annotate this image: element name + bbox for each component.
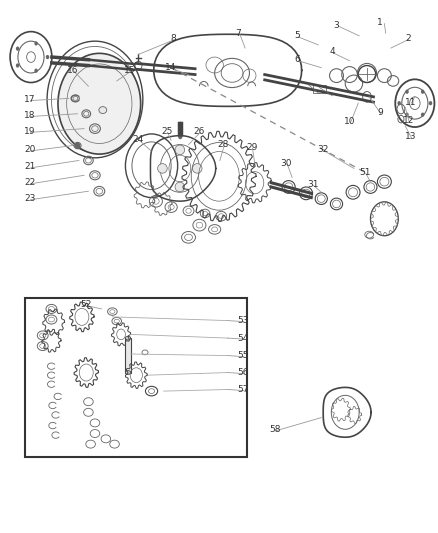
Circle shape	[397, 101, 401, 106]
Circle shape	[405, 90, 409, 94]
Ellipse shape	[125, 336, 131, 340]
Bar	[313, 85, 325, 93]
Text: 2: 2	[406, 34, 411, 43]
Text: 10: 10	[344, 117, 355, 126]
Text: 1: 1	[377, 18, 383, 27]
Text: 25: 25	[161, 127, 173, 136]
Text: 17: 17	[24, 95, 35, 104]
Circle shape	[16, 46, 19, 51]
Circle shape	[58, 53, 141, 154]
Text: 11: 11	[405, 98, 416, 107]
Text: 56: 56	[237, 368, 249, 377]
Text: 31: 31	[307, 180, 318, 189]
Text: 12: 12	[403, 116, 414, 125]
Text: 53: 53	[237, 316, 249, 325]
Ellipse shape	[125, 370, 131, 374]
Text: 19: 19	[24, 127, 35, 136]
Circle shape	[178, 134, 183, 139]
Text: 28: 28	[218, 140, 229, 149]
Bar	[125, 338, 131, 373]
Text: 22: 22	[24, 178, 35, 187]
Text: 13: 13	[405, 132, 416, 141]
Text: 57: 57	[237, 385, 249, 394]
Text: 32: 32	[318, 146, 329, 155]
Ellipse shape	[99, 107, 107, 114]
Circle shape	[405, 112, 409, 117]
Text: 26: 26	[194, 127, 205, 136]
Text: 6: 6	[294, 55, 300, 64]
Text: 18: 18	[24, 111, 35, 120]
Text: 21: 21	[24, 163, 35, 171]
Text: 51: 51	[359, 167, 371, 176]
Ellipse shape	[158, 164, 167, 173]
Text: 58: 58	[269, 425, 280, 434]
Text: 55: 55	[237, 351, 249, 360]
Circle shape	[75, 142, 80, 149]
Circle shape	[16, 63, 19, 68]
Circle shape	[34, 69, 38, 73]
Text: 54: 54	[237, 334, 249, 343]
Bar	[25, 298, 247, 457]
Text: 23: 23	[24, 194, 35, 203]
Ellipse shape	[175, 145, 185, 155]
Text: 14: 14	[166, 63, 177, 72]
Text: 15: 15	[124, 66, 135, 75]
Circle shape	[34, 42, 38, 45]
Circle shape	[421, 112, 424, 117]
Text: 4: 4	[329, 47, 335, 56]
Text: 9: 9	[377, 108, 383, 117]
Text: 20: 20	[24, 146, 35, 155]
Circle shape	[46, 55, 49, 59]
Text: 7: 7	[236, 29, 241, 38]
Text: 5: 5	[294, 31, 300, 41]
Text: 24: 24	[133, 135, 144, 144]
Circle shape	[429, 101, 432, 106]
Ellipse shape	[192, 164, 202, 173]
Text: 30: 30	[281, 159, 292, 167]
Circle shape	[421, 90, 424, 94]
Ellipse shape	[175, 182, 185, 192]
Text: 52: 52	[81, 300, 92, 309]
Text: 16: 16	[67, 66, 79, 75]
Text: 29: 29	[246, 143, 258, 152]
Text: 3: 3	[334, 21, 339, 30]
Text: 8: 8	[170, 34, 176, 43]
